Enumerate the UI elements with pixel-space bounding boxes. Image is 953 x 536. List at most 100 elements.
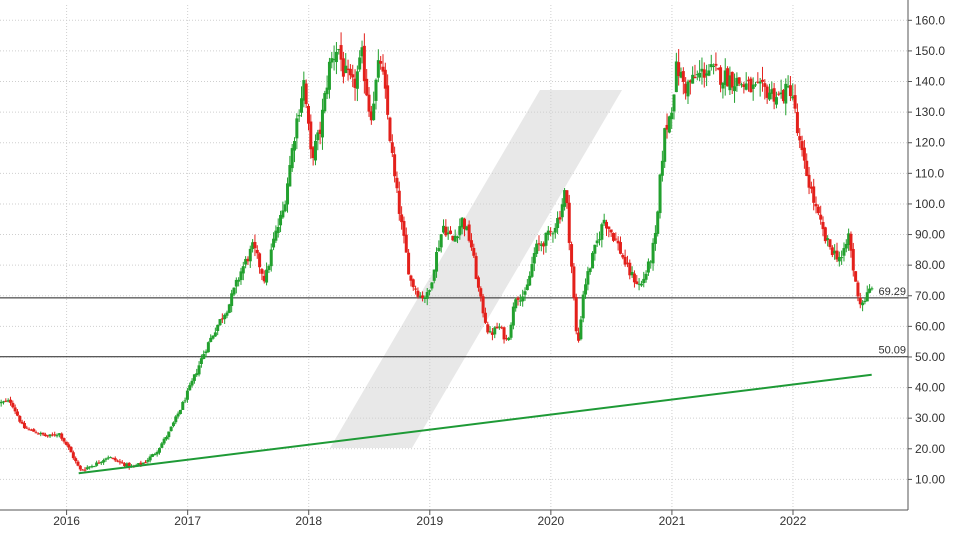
candle-body	[791, 96, 795, 99]
candle-body	[460, 217, 464, 228]
candle-body	[614, 238, 618, 240]
candle-body	[11, 402, 15, 408]
candle-body	[435, 251, 439, 272]
candle-body	[828, 239, 832, 248]
x-tick-label: 2016	[53, 514, 80, 528]
candle-body	[784, 83, 788, 104]
candle-body	[248, 248, 252, 262]
candle-body	[330, 58, 334, 63]
candle-body	[74, 458, 78, 462]
candle-body	[351, 74, 355, 78]
candle-body	[577, 332, 581, 341]
candle-body	[814, 203, 818, 207]
candle-body	[621, 255, 625, 258]
candle-body	[169, 426, 173, 432]
candle-body	[160, 443, 164, 448]
candle-body	[418, 295, 422, 297]
candle-body	[178, 409, 182, 415]
candle-body	[628, 262, 632, 276]
candle-body	[92, 466, 96, 468]
candle-body	[730, 71, 734, 88]
candle-body	[623, 256, 627, 265]
candle-body	[588, 268, 592, 273]
candle-body	[674, 61, 678, 93]
candle-body	[269, 249, 273, 267]
candle-body	[423, 297, 427, 300]
candle-body	[253, 241, 257, 249]
candle-body	[700, 68, 704, 72]
candle-body	[537, 243, 541, 245]
candle-body	[609, 229, 613, 233]
candle-body	[220, 318, 224, 320]
candle-body	[262, 275, 266, 282]
candle-body	[116, 460, 120, 462]
candle-body	[455, 236, 459, 239]
candle-body	[123, 463, 127, 467]
candle-body	[530, 264, 534, 277]
candle-body	[777, 93, 781, 95]
candle-body	[230, 293, 234, 306]
candle-body	[8, 399, 12, 403]
candle-body	[509, 324, 513, 338]
candle-body	[702, 69, 706, 78]
candle-body	[835, 250, 839, 260]
candle-body	[337, 49, 341, 51]
candle-body	[686, 81, 690, 97]
candle-body	[649, 261, 653, 263]
candle-body	[39, 432, 43, 435]
candle-body	[437, 247, 441, 252]
candle-body	[139, 462, 143, 465]
candle-body	[288, 165, 292, 187]
candle-body	[162, 438, 166, 444]
candle-body	[453, 235, 457, 242]
candle-body	[397, 190, 401, 214]
candle-body	[279, 214, 283, 226]
y-tick-label: 130.0	[915, 105, 945, 119]
candle-body	[630, 271, 634, 276]
candle-body	[663, 128, 667, 162]
candle-body	[167, 431, 171, 438]
candle-body	[490, 332, 494, 335]
candle-body	[71, 452, 75, 459]
candle-body	[672, 94, 676, 112]
candle-body	[318, 129, 322, 134]
candle-body	[141, 462, 145, 465]
candle-body	[495, 326, 499, 329]
candle-body	[341, 58, 345, 77]
candle-body	[400, 214, 404, 223]
candle-body	[837, 257, 841, 262]
candle-body	[113, 458, 117, 461]
candle-body	[451, 235, 455, 241]
candle-body	[374, 79, 378, 101]
candle-body	[591, 252, 595, 269]
candle-body	[20, 421, 24, 424]
candle-body	[313, 140, 317, 161]
candle-body	[13, 407, 17, 412]
candle-body	[767, 92, 771, 100]
candle-body	[658, 174, 662, 214]
candle-body	[688, 80, 692, 83]
candle-body	[283, 204, 287, 212]
candle-body	[793, 95, 797, 109]
candle-body	[844, 243, 848, 249]
y-tick-label: 70.00	[915, 289, 945, 303]
candle-body	[525, 284, 529, 291]
candle-body	[546, 230, 550, 235]
candle-body	[411, 279, 415, 288]
candle-body	[327, 61, 331, 90]
candle-body	[705, 73, 709, 76]
candle-body	[604, 221, 608, 229]
candle-body	[493, 327, 497, 335]
candle-body	[181, 402, 185, 410]
candle-body	[507, 337, 511, 340]
candle-body	[383, 69, 387, 89]
candle-body	[234, 279, 238, 287]
candle-body	[707, 70, 711, 76]
candle-body	[479, 288, 483, 297]
candle-body	[625, 262, 629, 264]
candle-body	[819, 214, 823, 220]
candle-body	[41, 432, 45, 435]
candle-body	[842, 248, 846, 256]
candle-body	[225, 312, 229, 316]
candle-body	[854, 271, 858, 282]
